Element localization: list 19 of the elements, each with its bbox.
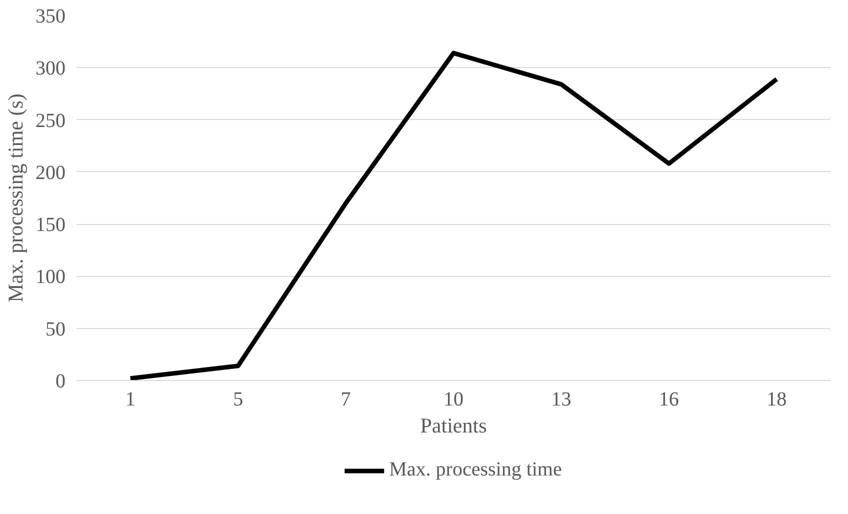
y-tick-label: 300 (36, 58, 66, 80)
x-tick-label: 16 (658, 388, 679, 410)
x-tick-label: 5 (233, 388, 244, 410)
x-axis-title: Patients (420, 414, 487, 438)
y-tick-label: 150 (36, 214, 66, 236)
y-tick-label: 350 (36, 6, 66, 28)
y-tick-label: 200 (36, 162, 66, 184)
legend-label: Max. processing time (389, 458, 562, 482)
x-tick-label: 18 (766, 388, 787, 410)
x-tick-label: 1 (125, 388, 136, 410)
x-tick-label: 13 (551, 388, 572, 410)
y-axis-title: Max. processing time (s) (4, 94, 28, 302)
line-series (128, 50, 779, 380)
y-tick-label: 100 (36, 266, 66, 288)
y-tick-label: 0 (56, 370, 66, 392)
y-tick-label: 250 (36, 110, 66, 132)
x-tick-label: 10 (444, 388, 464, 410)
y-tick-label: 50 (46, 318, 66, 340)
x-tick-label: 7 (340, 388, 351, 410)
